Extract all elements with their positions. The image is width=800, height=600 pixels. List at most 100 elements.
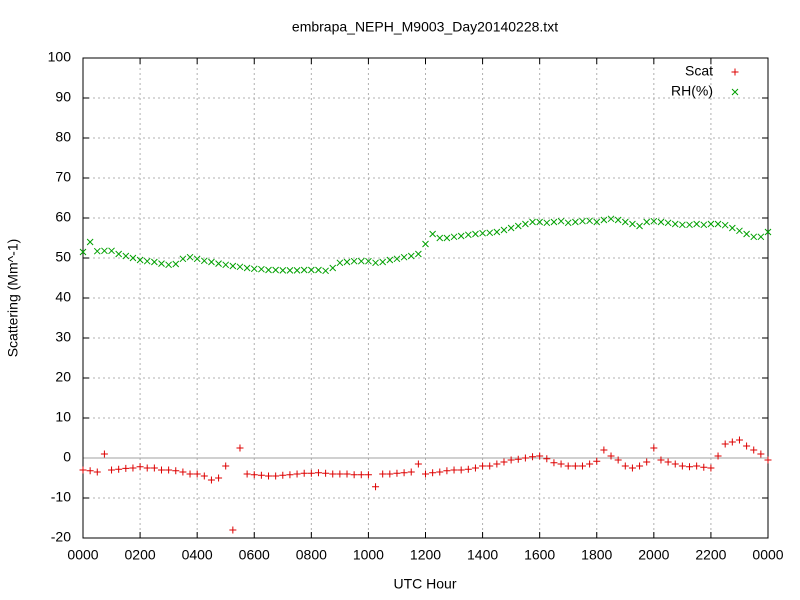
y-tick-label: 30	[55, 329, 71, 345]
data-point	[243, 264, 251, 272]
x-tick-label: 0000	[752, 547, 783, 563]
data-point	[700, 463, 708, 471]
data-point	[272, 472, 280, 480]
data-point	[543, 455, 551, 463]
y-tick-label: 60	[55, 209, 71, 225]
data-point	[400, 253, 408, 261]
legend-label: Scat	[685, 63, 713, 79]
data-point	[86, 467, 94, 475]
data-point	[714, 452, 722, 460]
data-point	[143, 464, 151, 472]
data-point	[300, 469, 308, 477]
data-point	[165, 261, 172, 269]
data-point	[457, 232, 465, 240]
y-tick-label: 20	[55, 369, 71, 385]
data-point	[757, 233, 765, 241]
data-point	[750, 233, 758, 241]
data-point	[607, 452, 615, 460]
data-point	[179, 468, 187, 476]
data-point	[522, 220, 529, 228]
x-tick-label: 1400	[467, 547, 498, 563]
data-point	[550, 459, 558, 467]
data-point	[322, 267, 329, 275]
data-point	[93, 468, 101, 476]
data-point	[172, 260, 180, 268]
data-point	[236, 263, 244, 271]
data-point	[564, 219, 572, 227]
data-point	[671, 460, 679, 468]
data-point	[529, 218, 536, 226]
data-point	[300, 266, 308, 274]
data-point	[557, 460, 565, 468]
data-point	[386, 256, 394, 264]
data-point	[564, 462, 572, 470]
data-point	[279, 267, 287, 274]
data-point	[521, 454, 529, 462]
data-point	[372, 483, 380, 491]
data-point	[258, 265, 265, 273]
data-point	[721, 221, 729, 229]
data-point	[507, 224, 515, 232]
data-point	[215, 474, 223, 482]
data-point	[422, 240, 429, 248]
data-point	[479, 229, 486, 237]
data-point	[357, 471, 365, 479]
data-point	[307, 469, 315, 477]
data-point	[250, 471, 258, 479]
data-point	[93, 247, 101, 255]
legend-marker	[731, 88, 739, 96]
data-point	[115, 465, 123, 473]
data-point	[129, 464, 137, 472]
data-point	[393, 469, 401, 477]
data-point	[450, 233, 458, 241]
x-tick-label: 0200	[125, 547, 156, 563]
data-point	[379, 470, 387, 478]
legend-marker	[731, 68, 739, 76]
data-point	[500, 226, 508, 234]
data-point	[728, 224, 736, 232]
data-point	[314, 469, 322, 477]
x-tick-label: 0000	[67, 547, 98, 563]
data-point	[393, 255, 401, 263]
data-point	[100, 450, 108, 458]
data-point	[507, 456, 515, 464]
data-point	[329, 470, 337, 478]
data-point	[629, 220, 636, 228]
data-point	[550, 218, 558, 226]
data-point	[436, 234, 444, 242]
y-tick-label: 90	[55, 89, 71, 105]
y-tick-label: 0	[63, 449, 71, 465]
data-point	[514, 455, 522, 463]
data-point	[593, 457, 601, 465]
data-point	[600, 446, 608, 454]
data-point	[193, 470, 201, 478]
data-point	[108, 247, 115, 255]
data-point	[707, 220, 715, 228]
data-point	[721, 440, 729, 448]
data-point	[671, 220, 679, 228]
data-point	[486, 229, 494, 237]
data-point	[350, 471, 358, 479]
data-point	[407, 468, 415, 476]
data-point	[571, 218, 579, 226]
data-point	[764, 456, 772, 464]
data-point	[265, 472, 273, 480]
data-point	[743, 442, 751, 450]
data-point	[586, 460, 594, 468]
data-point	[372, 259, 379, 267]
data-point	[579, 217, 586, 225]
y-tick-label: 100	[48, 49, 72, 65]
data-point	[336, 259, 344, 267]
data-point	[172, 467, 180, 475]
data-point	[379, 258, 387, 266]
data-point	[693, 220, 700, 228]
data-point	[529, 453, 537, 461]
data-point	[293, 267, 301, 274]
data-point	[365, 257, 372, 265]
data-point	[643, 218, 651, 226]
data-point	[414, 460, 422, 468]
data-point	[265, 266, 272, 274]
legend-label: RH(%)	[671, 83, 713, 99]
data-point	[500, 458, 508, 466]
